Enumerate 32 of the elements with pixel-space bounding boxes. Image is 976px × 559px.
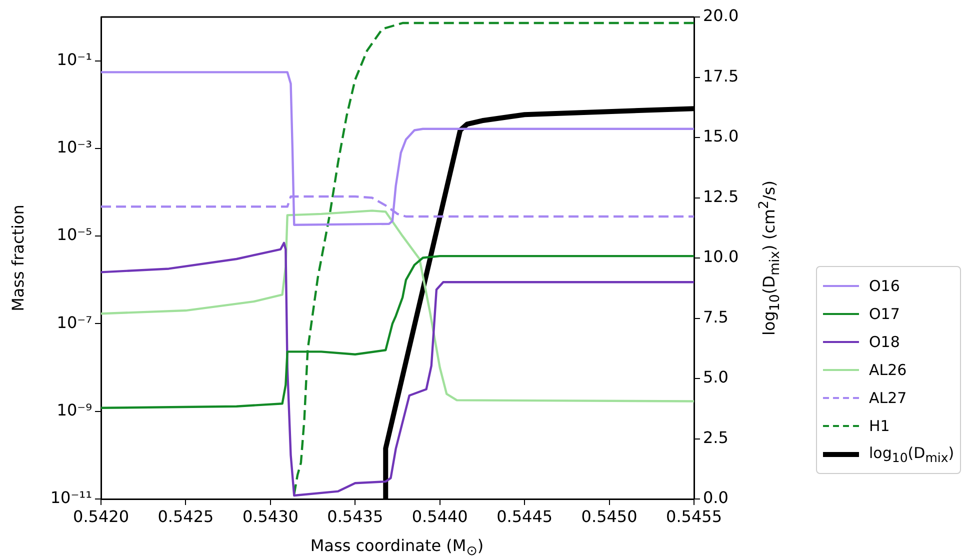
y2-tick-label: 15.0 (703, 126, 739, 146)
x-axis-title: Mass coordinate (M$_{⊙}$) (310, 536, 484, 559)
y2-tick-label: 0.0 (703, 488, 728, 508)
x-tick-label: 0.5435 (327, 506, 384, 526)
y2-tick-label: 7.5 (703, 307, 728, 326)
legend-label: H1 (869, 417, 890, 435)
x-tick-label: 0.5425 (158, 506, 214, 526)
x-tick-label: 0.5430 (242, 506, 298, 526)
y2-tick-label: 2.5 (703, 428, 728, 447)
y2-tick-label: 17.5 (703, 66, 739, 86)
legend-label: log$_{10}$(D$_{mix}$) (869, 444, 954, 464)
y2-tick-label: 20.0 (703, 6, 739, 26)
y-tick-label: 10⁻⁹ (56, 400, 92, 420)
x-tick-label: 0.5445 (496, 506, 553, 526)
legend-label: O16 (869, 277, 900, 295)
legend-label: O18 (869, 333, 900, 351)
y2-tick-label: 10.0 (703, 247, 739, 266)
legend-label: O17 (869, 305, 900, 323)
y2-tick-label: 5.0 (703, 368, 728, 387)
y-tick-label: 10⁻⁵ (56, 225, 92, 244)
y-tick-label: 10⁻⁷ (56, 312, 92, 332)
y-tick-label: 10⁻³ (56, 138, 92, 157)
y-axis-title: Mass fraction (8, 204, 28, 312)
legend-label: AL27 (869, 389, 907, 407)
y2-tick-label: 12.5 (703, 186, 739, 206)
x-tick-label: 0.5420 (73, 506, 129, 526)
x-tick-label: 0.5450 (581, 506, 638, 526)
x-tick-label: 0.5455 (666, 506, 722, 526)
legend-label: AL26 (869, 361, 907, 379)
x-tick-label: 0.5440 (412, 506, 468, 526)
y-tick-label: 10⁻¹ (56, 50, 92, 69)
y-tick-label: 10⁻¹¹ (50, 488, 92, 508)
